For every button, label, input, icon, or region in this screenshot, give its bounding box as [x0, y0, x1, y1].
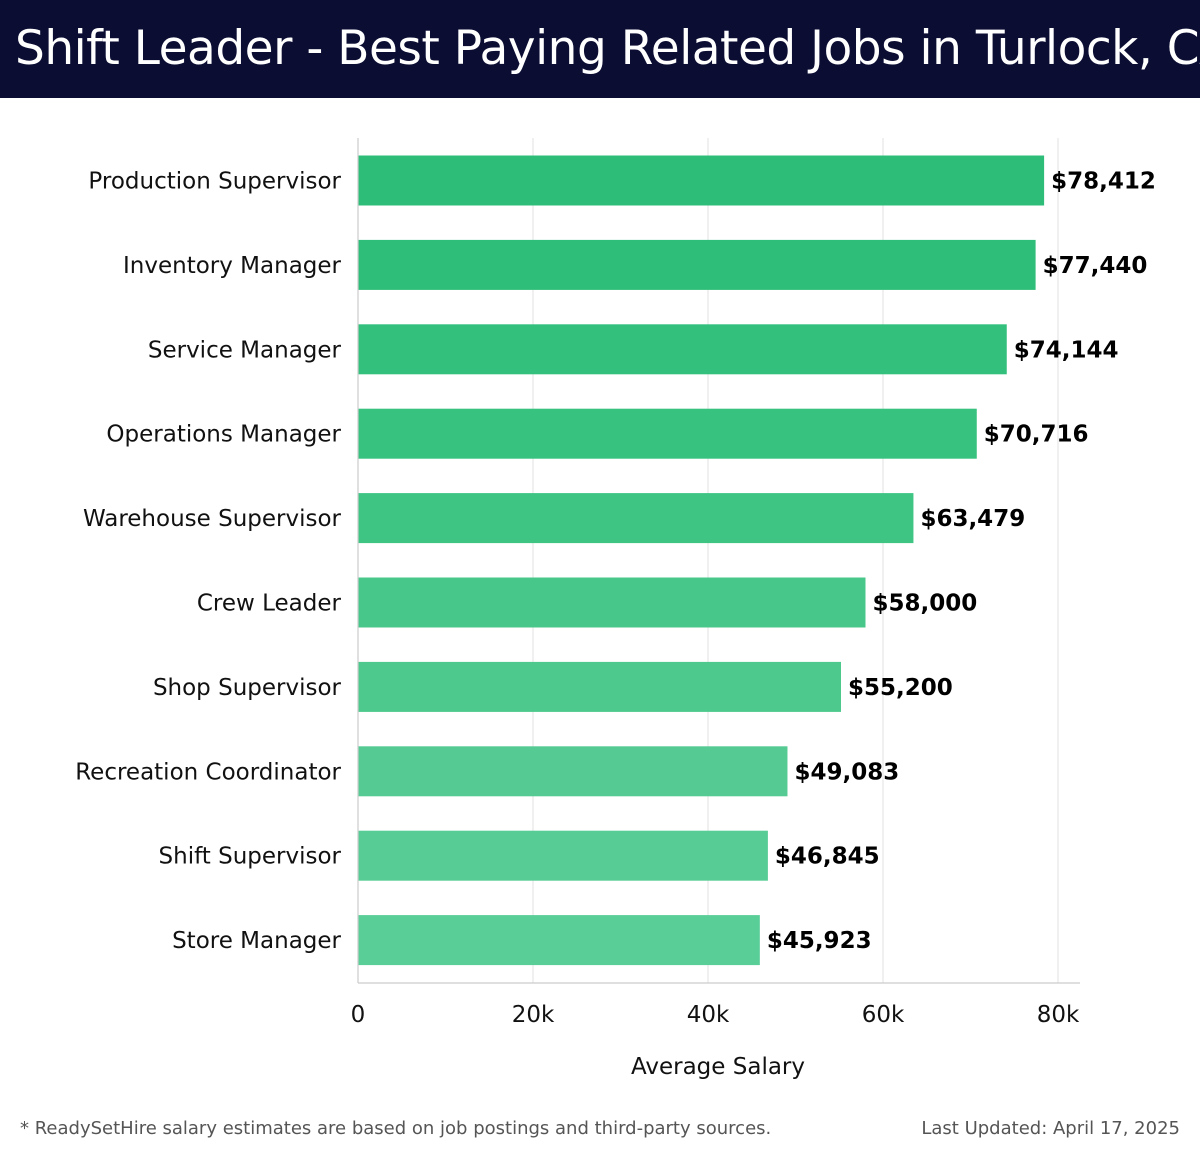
value-label: $78,412 [1051, 169, 1156, 195]
bar [358, 915, 760, 966]
footnote: * ReadySetHire salary estimates are base… [20, 1118, 772, 1139]
category-label: Service Manager [148, 337, 342, 363]
value-label: $49,083 [794, 759, 899, 785]
value-label: $74,144 [1014, 337, 1119, 363]
category-labels: Production Supervisor Inventory Manager Se… [75, 169, 341, 955]
value-label: $46,845 [775, 844, 880, 870]
bar [358, 746, 788, 797]
x-axis-label: Average Salary [631, 1054, 805, 1080]
value-label: $77,440 [1043, 253, 1148, 279]
x-tick-label: 80k [1037, 1002, 1080, 1028]
category-label: Production Supervisor [88, 169, 341, 195]
bar [358, 493, 914, 544]
value-label: $55,200 [848, 675, 953, 701]
bar-chart: Production Supervisor Inventory Manager Se… [75, 138, 1156, 1080]
category-label: Shop Supervisor [153, 675, 342, 701]
bar [358, 324, 1007, 375]
chart-title: Shift Leader - Best Paying Related Jobs … [0, 0, 1200, 98]
value-label: $63,479 [920, 506, 1025, 532]
bar [358, 577, 866, 628]
x-axis: 0 20k 40k 60k 80k Average Salary [351, 138, 1080, 1080]
category-label: Operations Manager [106, 422, 341, 448]
x-tick-label: 20k [512, 1002, 555, 1028]
value-label: $70,716 [984, 422, 1089, 448]
value-label: $45,923 [767, 928, 872, 954]
x-tick-label: 0 [351, 1002, 366, 1028]
category-label: Crew Leader [197, 591, 342, 617]
bar [358, 661, 841, 712]
category-label: Warehouse Supervisor [83, 506, 342, 532]
bar [358, 830, 768, 881]
bar [358, 408, 977, 459]
x-tick-label: 40k [687, 1002, 730, 1028]
category-label: Store Manager [172, 928, 341, 954]
category-label: Inventory Manager [123, 253, 342, 279]
value-label: $58,000 [873, 591, 978, 617]
x-tick-label: 60k [862, 1002, 905, 1028]
bar [358, 155, 1045, 206]
category-label: Recreation Coordinator [75, 759, 341, 785]
value-labels: $78,412 $77,440 $74,144 $70,716 $63,479 $58,0… [767, 169, 1156, 955]
bar [358, 239, 1036, 290]
bars [358, 155, 1045, 966]
last-updated: Last Updated: April 17, 2025 [921, 1118, 1180, 1139]
category-label: Shift Supervisor [159, 844, 342, 870]
